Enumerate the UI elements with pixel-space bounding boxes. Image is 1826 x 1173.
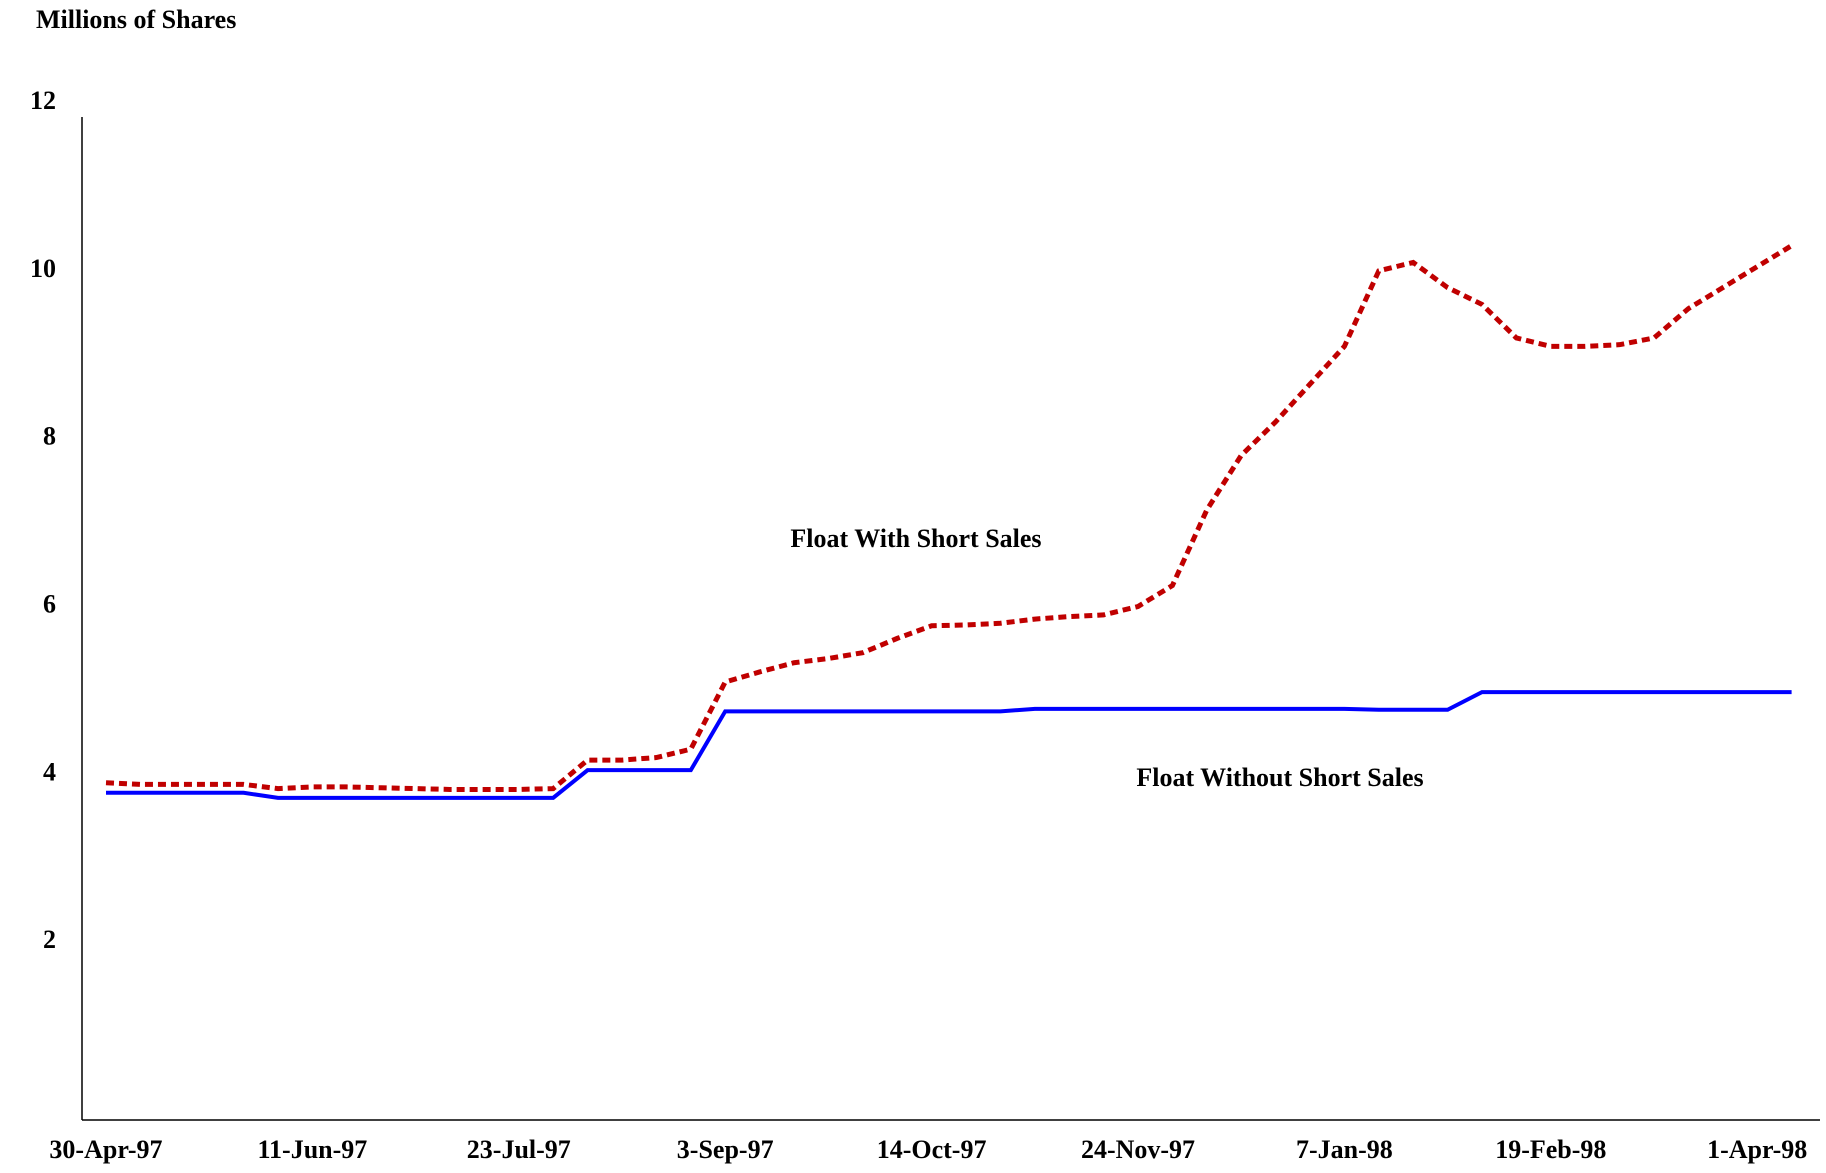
series-label: Float With Short Sales [790,524,1041,553]
series-line [105,243,1793,792]
y-tick-label: 8 [43,422,56,451]
series-label: Float Without Short Sales [1136,763,1423,792]
x-tick-label: 11-Jun-97 [257,1135,367,1164]
y-tick-label: 4 [43,757,56,786]
axis-title: Millions of Shares [36,5,236,34]
y-tick-label: 10 [30,254,56,283]
x-tick-label: 23-Jul-97 [467,1135,571,1164]
x-tick-label: 30-Apr-97 [49,1135,162,1164]
x-tick-label: 3-Sep-97 [677,1135,774,1164]
x-tick-label: 14-Oct-97 [877,1135,987,1164]
y-tick-label: 6 [43,589,56,618]
x-tick-label: 19-Feb-98 [1495,1135,1606,1164]
x-tick-label: 24-Nov-97 [1081,1135,1195,1164]
y-tick-label: 12 [30,86,56,115]
x-tick-label: 7-Jan-98 [1296,1135,1393,1164]
y-tick-label: 2 [43,925,56,954]
series-line [106,690,1792,800]
x-tick-label: 1-Apr-98 [1707,1135,1807,1164]
